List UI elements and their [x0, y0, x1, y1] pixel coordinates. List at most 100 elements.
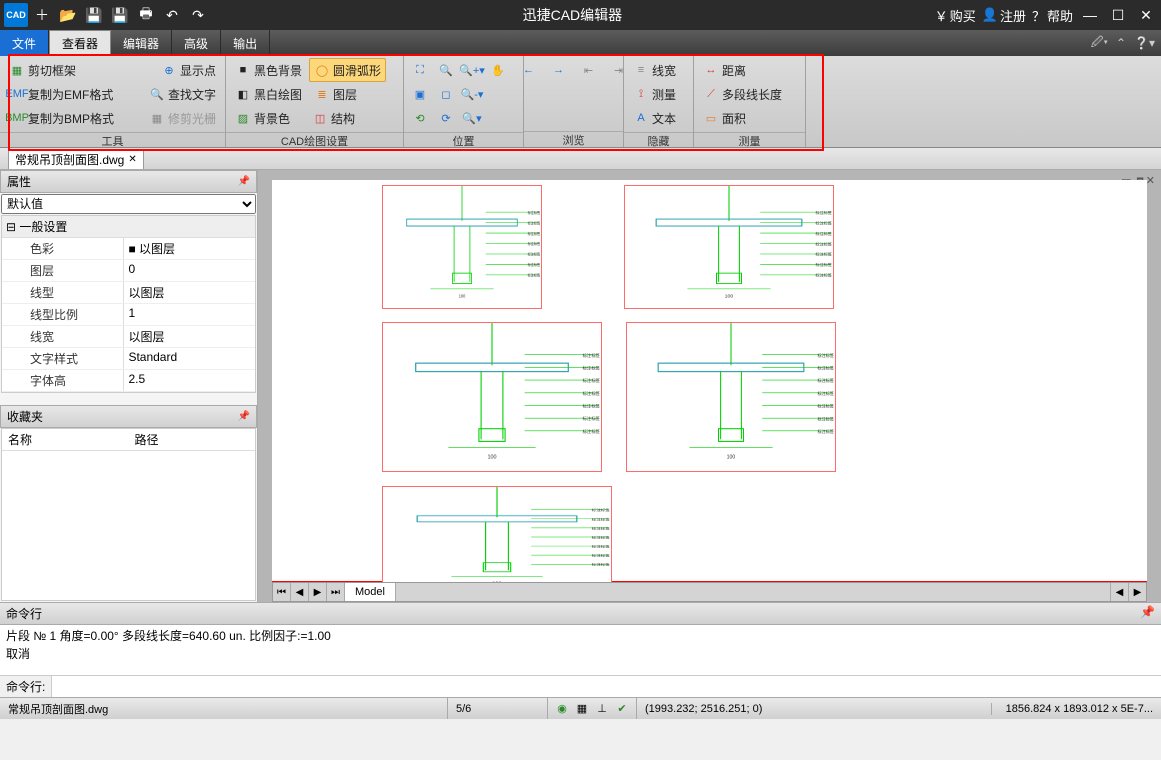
model-last-icon[interactable]: ⏭: [327, 583, 345, 601]
model-first-icon[interactable]: ⏮: [273, 583, 291, 601]
undo-icon[interactable]: ↶: [160, 3, 184, 27]
grid-icon[interactable]: ▦: [574, 701, 590, 717]
menu-output[interactable]: 输出: [221, 30, 270, 56]
osnap-icon[interactable]: ✔: [614, 701, 630, 717]
polyline-length-button[interactable]: ⟋多段线长度: [698, 82, 801, 106]
cmd-line-2: 取消: [6, 645, 1155, 663]
close-button[interactable]: ✕: [1135, 4, 1157, 26]
copy-emf-button[interactable]: EMF复制为EMF格式: [4, 82, 118, 106]
zoom-out-button[interactable]: 🔍-▾: [460, 82, 484, 106]
buy-button[interactable]: ￥购买: [935, 6, 976, 25]
clip-frame-button[interactable]: ▦剪切框架: [4, 58, 81, 82]
collapse-ribbon-icon[interactable]: ⌃: [1116, 36, 1126, 50]
first-button[interactable]: ⇤: [577, 58, 601, 82]
hscroll-left-icon[interactable]: ◀: [1110, 583, 1128, 601]
menu-advanced[interactable]: 高级: [172, 30, 221, 56]
prop-val: 以图层: [123, 326, 255, 347]
property-row[interactable]: 线型比例1: [2, 304, 255, 326]
window-button[interactable]: ◻: [434, 82, 458, 106]
redo-icon[interactable]: ↷: [186, 3, 210, 27]
fav-col-name[interactable]: 名称: [2, 429, 129, 450]
zoom-scale-button[interactable]: 🔍▾: [460, 106, 484, 130]
trim-icon: ▦: [149, 110, 165, 126]
property-row[interactable]: 线宽以图层: [2, 326, 255, 348]
pan-button[interactable]: ✋: [486, 58, 510, 82]
black-bg-button[interactable]: ■黑色背景: [230, 58, 307, 82]
zoomscale-icon: 🔍▾: [464, 110, 480, 126]
zoom-box-button[interactable]: 🔍: [434, 58, 458, 82]
command-input[interactable]: [52, 676, 1161, 697]
file-tab[interactable]: 常规吊顶剖面图.dwg ✕: [8, 149, 144, 169]
snap-icon[interactable]: ◉: [554, 701, 570, 717]
zoom-in-button[interactable]: 🔍+▾: [460, 58, 484, 82]
find-text-button[interactable]: 🔍查找文字: [144, 82, 221, 106]
preset-select[interactable]: 默认值: [1, 194, 256, 214]
saveall-icon[interactable]: 💾: [108, 3, 132, 27]
model-tab[interactable]: Model: [345, 583, 396, 601]
properties-section[interactable]: ⊟ 一般设置: [2, 216, 255, 238]
save-icon[interactable]: 💾: [82, 3, 106, 27]
property-row[interactable]: 文字样式Standard: [2, 348, 255, 370]
orbit-icon: ⟲: [412, 110, 428, 126]
pin-icon[interactable]: 📌: [238, 176, 250, 187]
refresh-button[interactable]: ⟳: [434, 106, 458, 130]
fit-button[interactable]: ⛶: [408, 58, 432, 82]
model-next-icon[interactable]: ▶: [309, 583, 327, 601]
property-row[interactable]: 线型以图层: [2, 282, 255, 304]
prev-button[interactable]: ←: [517, 58, 541, 82]
menu-editor[interactable]: 编辑器: [111, 30, 172, 56]
smooth-arc-button[interactable]: ◯圆滑弧形: [309, 58, 386, 82]
pan-icon: ✋: [490, 62, 506, 78]
ortho-icon[interactable]: ⊥: [594, 701, 610, 717]
minimize-button[interactable]: —: [1079, 4, 1101, 26]
app-logo[interactable]: CAD: [4, 3, 28, 27]
yen-icon: ￥: [935, 6, 948, 25]
hscroll-right-icon[interactable]: ▶: [1128, 583, 1146, 601]
status-zoom: 1856.824 x 1893.012 x 5E-7...: [991, 703, 1161, 715]
copy-bmp-button[interactable]: BMP复制为BMP格式: [4, 106, 119, 130]
drawing-canvas[interactable]: 标注标签标注标签标注标签标注标签标注标签标注标签标注标签 100 标注标签标注标…: [272, 180, 1147, 582]
trim-raster-button[interactable]: ▦修剪光栅: [144, 106, 221, 130]
property-row[interactable]: 色彩■ 以图层: [2, 238, 255, 260]
help2-icon[interactable]: ❔▾: [1134, 36, 1155, 50]
properties-preset[interactable]: 默认值: [1, 194, 256, 214]
print-icon[interactable]: 🖶: [134, 3, 158, 27]
dock-close-icon[interactable]: ✕: [1146, 174, 1155, 193]
measure-toggle-button[interactable]: ⟟测量: [628, 82, 689, 106]
structure-button[interactable]: ◫结构: [307, 106, 360, 130]
bw-draw-button[interactable]: ◧黑白绘图: [230, 82, 307, 106]
window-icon: ◻: [438, 86, 454, 102]
distance-button[interactable]: ↔距离: [698, 58, 801, 82]
status-file: 常规吊顶剖面图.dwg: [0, 698, 448, 719]
maximize-button[interactable]: ☐: [1107, 4, 1129, 26]
area-button[interactable]: ▭面积: [698, 106, 801, 130]
svg-text:标注标签: 标注标签: [583, 352, 601, 359]
help-button[interactable]: ？帮助: [1032, 6, 1073, 25]
text-button[interactable]: A文本: [628, 106, 689, 130]
model-prev-icon[interactable]: ◀: [291, 583, 309, 601]
style-icon[interactable]: 🖉▾: [1091, 33, 1108, 54]
next-icon: →: [551, 62, 567, 78]
show-point-button[interactable]: ⊕显示点: [156, 58, 221, 82]
extents-button[interactable]: ▣: [408, 82, 432, 106]
struct-icon: ◫: [312, 110, 328, 126]
menu-file[interactable]: 文件: [0, 30, 49, 56]
orbit-button[interactable]: ⟲: [408, 106, 432, 130]
bg-color-button[interactable]: ▨背景色: [230, 106, 295, 130]
linewidth-button[interactable]: ≡线宽: [628, 58, 689, 82]
cmd-pin-icon[interactable]: 📌: [1140, 605, 1155, 622]
open-icon[interactable]: 📂: [56, 3, 80, 27]
fav-col-path[interactable]: 路径: [129, 429, 256, 450]
new-icon[interactable]: ＋: [30, 3, 54, 27]
file-tab-close-icon[interactable]: ✕: [128, 154, 136, 165]
model-scroll-track[interactable]: [396, 583, 1110, 601]
property-row[interactable]: 图层0: [2, 260, 255, 282]
register-button[interactable]: 👤注册: [982, 6, 1026, 25]
fav-pin-icon[interactable]: 📌: [238, 411, 250, 422]
layer-button[interactable]: ≣图层: [309, 82, 362, 106]
cmd-line-1: 片段 № 1 角度=0.00° 多段线长度=640.60 un. 比例因子:=1…: [6, 627, 1155, 645]
menubar: 文件 查看器 编辑器 高级 输出 🖉▾ ⌃ ❔▾: [0, 30, 1161, 56]
menu-viewer[interactable]: 查看器: [49, 30, 111, 56]
next-button[interactable]: →: [547, 58, 571, 82]
property-row[interactable]: 字体高2.5: [2, 370, 255, 392]
